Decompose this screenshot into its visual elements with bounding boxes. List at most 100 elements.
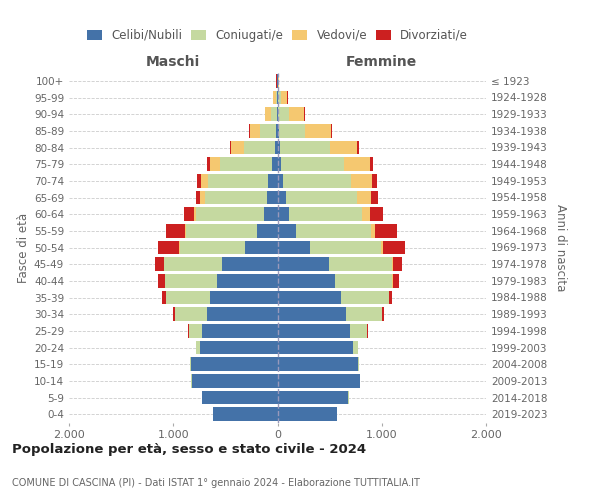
Bar [268,174,277,188]
Bar [286,190,357,204]
Bar [280,140,329,154]
Bar [210,158,220,171]
Bar [277,274,335,287]
Bar [371,224,376,237]
Bar [357,190,371,204]
Bar [244,140,275,154]
Bar [278,74,279,88]
Bar [392,258,393,271]
Bar [191,358,277,371]
Bar [161,290,166,304]
Bar [392,274,399,287]
Bar [281,158,344,171]
Text: COMUNE DI CASCINA (PI) - Dati ISTAT 1° gennaio 2024 - Elaborazione TUTTITALIA.IT: COMUNE DI CASCINA (PI) - Dati ISTAT 1° g… [12,478,420,488]
Bar [382,308,383,321]
Bar [190,358,191,371]
Bar [344,158,370,171]
Bar [265,108,271,121]
Bar [277,224,296,237]
Bar [357,140,359,154]
Bar [186,224,257,237]
Bar [275,140,277,154]
Bar [275,90,277,104]
Bar [389,290,392,304]
Bar [184,208,194,221]
Bar [353,340,358,354]
Bar [164,258,222,271]
Bar [257,224,277,237]
Bar [250,124,260,138]
Y-axis label: Fasce di età: Fasce di età [17,212,30,282]
Bar [279,124,305,138]
Bar [245,240,277,254]
Bar [202,390,277,404]
Bar [289,108,304,121]
Bar [277,324,350,338]
Bar [277,158,281,171]
Bar [341,290,389,304]
Bar [192,374,277,388]
Bar [370,208,383,221]
Y-axis label: Anni di nascita: Anni di nascita [554,204,567,291]
Bar [173,308,175,321]
Bar [289,208,362,221]
Bar [189,324,202,338]
Bar [277,124,279,138]
Bar [296,224,371,237]
Bar [277,408,337,421]
Bar [371,190,377,204]
Bar [260,124,276,138]
Bar [155,258,164,271]
Bar [200,340,277,354]
Bar [350,324,367,338]
Bar [272,158,277,171]
Bar [281,90,287,104]
Bar [220,158,272,171]
Bar [358,358,359,371]
Bar [381,240,383,254]
Bar [383,240,404,254]
Bar [372,174,377,188]
Bar [304,108,305,121]
Bar [271,108,277,121]
Bar [277,208,289,221]
Bar [277,108,278,121]
Bar [264,208,277,221]
Bar [351,174,372,188]
Bar [278,90,281,104]
Bar [207,158,210,171]
Bar [188,324,189,338]
Bar [196,340,200,354]
Bar [329,258,392,271]
Bar [230,140,231,154]
Bar [231,140,244,154]
Bar [277,190,286,204]
Bar [185,224,186,237]
Bar [200,190,205,204]
Bar [277,290,341,304]
Bar [335,274,392,287]
Bar [165,274,217,287]
Text: Popolazione per età, sesso e stato civile - 2024: Popolazione per età, sesso e stato civil… [12,442,366,456]
Bar [367,324,368,338]
Bar [202,324,277,338]
Bar [277,174,283,188]
Bar [277,140,280,154]
Bar [217,274,277,287]
Bar [196,208,264,221]
Bar [277,308,346,321]
Bar [158,240,179,254]
Bar [274,90,275,104]
Bar [249,124,250,138]
Bar [277,374,360,388]
Bar [213,408,277,421]
Bar [194,208,196,221]
Bar [278,108,289,121]
Legend: Celibi/Nubili, Coniugati/e, Vedovi/e, Divorziati/e: Celibi/Nubili, Coniugati/e, Vedovi/e, Di… [82,24,473,46]
Bar [179,240,245,254]
Bar [197,174,202,188]
Bar [277,258,329,271]
Bar [346,308,382,321]
Bar [277,340,353,354]
Bar [222,258,277,271]
